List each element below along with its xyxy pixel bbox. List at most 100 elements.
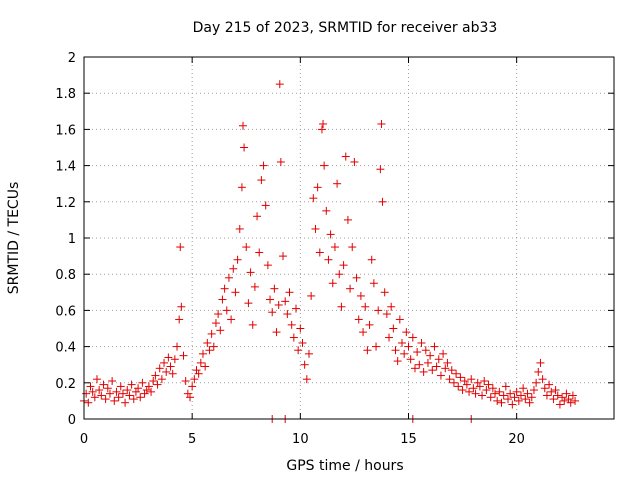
data-point (536, 358, 545, 367)
data-point (551, 386, 560, 395)
data-point (287, 320, 296, 329)
data-point (521, 395, 530, 404)
data-point (326, 230, 335, 239)
data-marks (80, 80, 580, 423)
data-point (456, 373, 465, 382)
data-point (367, 255, 376, 264)
data-point (198, 349, 207, 358)
data-point (493, 396, 502, 405)
data-point (441, 364, 450, 373)
x-tick-label: 0 (80, 432, 88, 447)
data-point (408, 333, 417, 342)
data-point (410, 364, 419, 373)
data-point (525, 398, 534, 407)
data-point (514, 396, 523, 405)
data-point (504, 395, 512, 404)
data-point (389, 324, 398, 333)
data-point (553, 391, 562, 400)
y-tick-label: 0.8 (55, 268, 76, 283)
data-point (313, 183, 322, 192)
data-point (155, 364, 164, 373)
data-point (218, 295, 227, 304)
data-point (387, 302, 396, 311)
data-point (523, 389, 532, 398)
data-point (257, 176, 266, 185)
data-point (562, 389, 571, 398)
data-point (508, 400, 517, 409)
data-point (382, 310, 391, 319)
y-tick-label: 2 (68, 51, 76, 66)
data-point (447, 366, 456, 375)
data-point (369, 279, 378, 288)
data-point (112, 387, 121, 396)
data-point (294, 346, 303, 355)
data-point (296, 324, 305, 333)
y-tick-label: 0.4 (55, 341, 76, 356)
data-point (153, 380, 162, 389)
data-point (140, 389, 149, 398)
data-point (270, 284, 279, 293)
data-point (110, 396, 119, 405)
grid-layer (84, 57, 614, 419)
data-point (335, 270, 344, 279)
data-point (495, 387, 504, 396)
data-point (398, 338, 406, 347)
data-point (337, 302, 346, 311)
data-point (363, 346, 372, 355)
data-point (250, 282, 259, 291)
data-point (268, 308, 277, 317)
data-point (432, 362, 441, 371)
data-point (324, 255, 333, 264)
data-point (568, 391, 577, 400)
data-point (261, 201, 270, 210)
data-point (436, 371, 445, 380)
data-point (460, 376, 469, 385)
data-point (529, 386, 538, 395)
data-point (532, 378, 541, 387)
data-point (361, 302, 370, 311)
data-point (302, 375, 311, 384)
data-point (274, 300, 283, 309)
data-point (196, 358, 205, 367)
data-point (307, 291, 316, 300)
data-point (404, 342, 413, 351)
data-point (346, 284, 355, 293)
chart-title: Day 215 of 2023, SRMTID for receiver ab3… (193, 20, 498, 36)
data-point (469, 384, 478, 393)
data-point (458, 386, 467, 395)
data-point (227, 315, 236, 324)
data-point (510, 393, 519, 402)
data-point (376, 165, 385, 174)
data-point (105, 389, 114, 398)
data-point (279, 252, 288, 261)
data-point (465, 387, 474, 396)
data-point (319, 119, 328, 128)
data-point (211, 319, 220, 328)
data-point (330, 243, 339, 252)
data-point (224, 273, 233, 282)
data-point (415, 360, 424, 369)
data-point (123, 386, 132, 395)
y-tick-label: 0 (68, 413, 76, 428)
data-point (428, 366, 437, 375)
data-point (527, 393, 536, 402)
data-point (534, 367, 543, 376)
data-point (220, 284, 229, 293)
data-point (248, 320, 257, 329)
data-point (138, 378, 147, 387)
data-point (499, 391, 508, 400)
data-point (162, 367, 171, 376)
data-point (276, 157, 285, 166)
data-point (175, 315, 184, 324)
data-point (419, 367, 428, 376)
x-axis-label: GPS time / hours (286, 458, 403, 474)
data-point (560, 396, 569, 405)
data-point (121, 398, 130, 407)
data-point (222, 306, 231, 315)
data-point (348, 243, 357, 252)
data-point (538, 375, 547, 384)
data-point (506, 389, 515, 398)
data-point (176, 243, 185, 252)
data-point (229, 264, 238, 273)
data-point (244, 299, 253, 308)
